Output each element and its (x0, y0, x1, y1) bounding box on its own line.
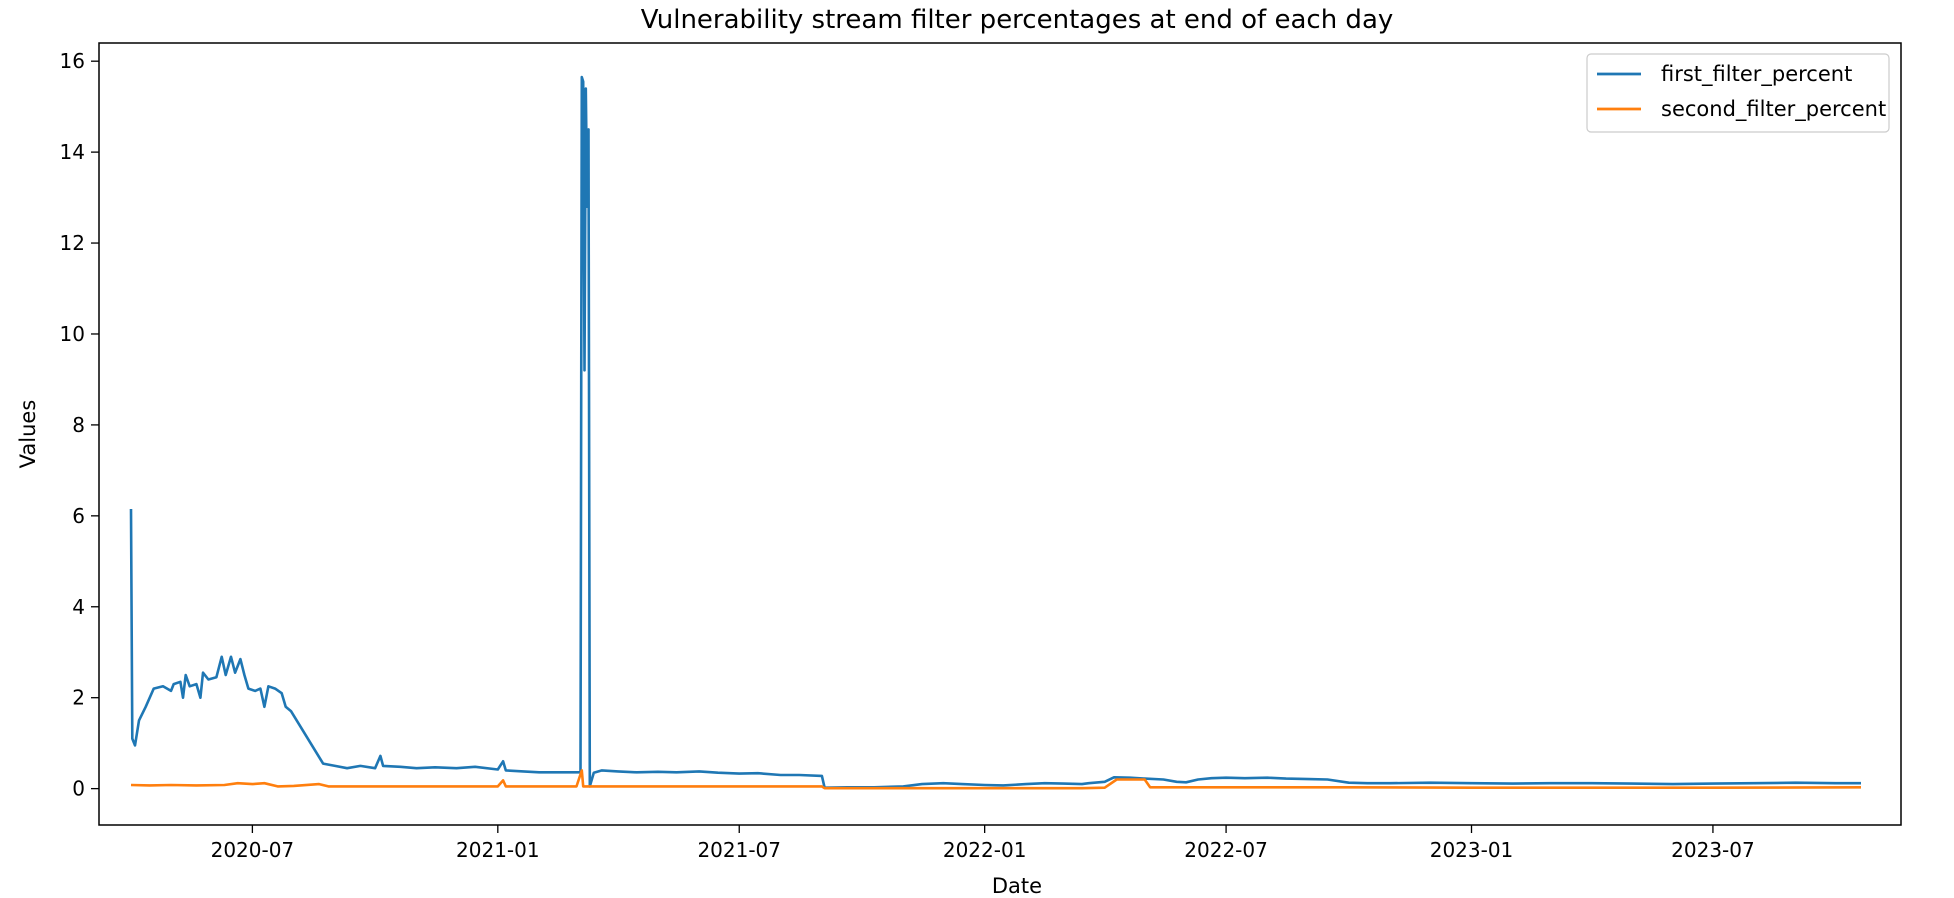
series-line-first-filter-percent (129, 75, 1861, 789)
y-tick-label: 12 (60, 231, 85, 255)
y-tick-label: 0 (72, 777, 85, 801)
x-axis-label: Date (992, 874, 1042, 898)
y-tick-label: 4 (72, 595, 85, 619)
y-tick-label: 2 (72, 686, 85, 710)
legend-label-second-filter-percent: second_filter_percent (1661, 97, 1886, 122)
y-tick-label: 10 (60, 322, 85, 346)
y-tick-label: 6 (72, 504, 85, 528)
y-tick-label: 14 (60, 140, 85, 164)
x-tick-label: 2022-07 (1184, 838, 1268, 862)
x-tick-label: 2022-01 (943, 838, 1027, 862)
legend-box (1586, 53, 1890, 133)
y-tick-label: 8 (72, 413, 85, 437)
legend-label-first-filter-percent: first_filter_percent (1661, 62, 1852, 87)
chart-title: Vulnerability stream filter percentages … (641, 5, 1394, 35)
series-layer (129, 75, 1862, 790)
series-line-second-filter-percent (130, 769, 1862, 790)
x-tick-label: 2021-01 (456, 838, 540, 862)
y-axis-label: Values (16, 400, 40, 469)
plot-frame (98, 42, 1902, 826)
x-tick-label: 2021-07 (697, 838, 781, 862)
y-tick-label: 16 (60, 49, 85, 73)
x-tick-label: 2023-07 (1671, 838, 1755, 862)
x-tick-label: 2020-07 (211, 838, 295, 862)
x-tick-label: 2023-01 (1430, 838, 1514, 862)
x-axis: 2020-07 2021-01 2021-07 2022-01 2022-07 2023-… (211, 825, 1755, 862)
y-axis: 0 2 4 6 8 10 12 14 16 (60, 49, 99, 801)
legend: first_filter_percent second_filter_perce… (1586, 53, 1890, 133)
